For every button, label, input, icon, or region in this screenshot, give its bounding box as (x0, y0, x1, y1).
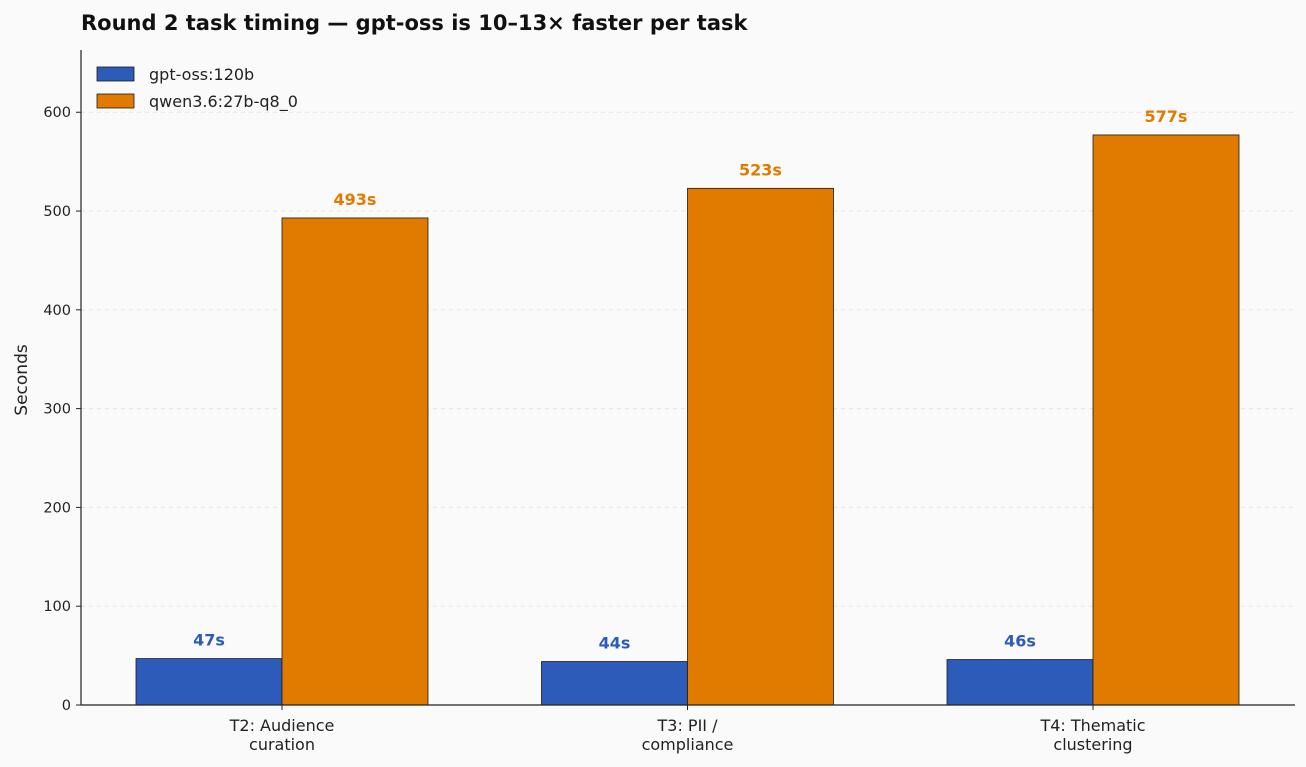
chart-title: Round 2 task timing — gpt-oss is 10–13× … (81, 11, 748, 35)
bar-qwen (281, 217, 429, 706)
x-tick-label: curation (249, 735, 315, 754)
data-label: 577s (1145, 107, 1188, 126)
bar-gpt-oss (541, 661, 688, 706)
legend: gpt-oss:120b qwen3.6:27b-q8_0 (96, 65, 298, 112)
y-tick-label: 100 (43, 599, 71, 615)
y-tick-label: 200 (43, 500, 71, 516)
legend-label: gpt-oss:120b (149, 65, 254, 84)
x-tick-label: compliance (642, 735, 734, 754)
x-tick-label: clustering (1053, 735, 1132, 754)
data-label: 523s (739, 160, 782, 179)
x-tick-label: T4: Thematic (1039, 716, 1145, 735)
legend-label: qwen3.6:27b-q8_0 (149, 92, 298, 112)
bar-gpt-oss (135, 658, 283, 706)
x-tick-label: T3: PII / (657, 716, 719, 735)
x-tick-label: T2: Audience (229, 716, 335, 735)
legend-swatch (96, 93, 135, 109)
bar-gpt-oss (946, 659, 1094, 706)
bar-qwen (1092, 134, 1240, 706)
data-label: 47s (193, 631, 225, 650)
legend-swatch (96, 66, 135, 82)
y-tick-label: 500 (43, 204, 71, 220)
data-label: 46s (1004, 632, 1036, 651)
y-axis-label: Seconds (12, 344, 32, 416)
y-tick-label: 600 (43, 105, 71, 121)
bars: 47s 493s 44s 523s 46s 577s (135, 107, 1240, 706)
y-tick-label: 0 (62, 698, 71, 714)
y-axis-ticks: 0 100 200 300 400 500 600 (43, 105, 81, 714)
y-tick-label: 400 (43, 303, 71, 319)
y-tick-label: 300 (43, 402, 71, 418)
data-label: 44s (599, 634, 631, 653)
data-label: 493s (334, 190, 377, 209)
bar-qwen (687, 187, 834, 706)
